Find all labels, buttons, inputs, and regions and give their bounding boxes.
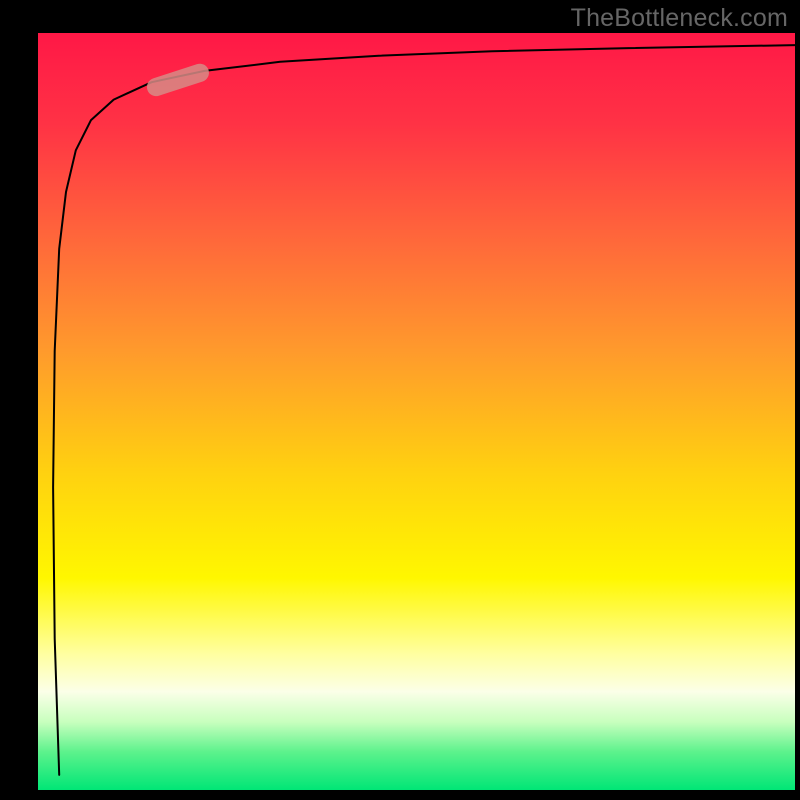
chart-frame: TheBottleneck.com (0, 0, 800, 800)
bottleneck-curve-chart (0, 0, 800, 800)
chart-background (38, 33, 795, 790)
watermark-text: TheBottleneck.com (571, 4, 788, 33)
